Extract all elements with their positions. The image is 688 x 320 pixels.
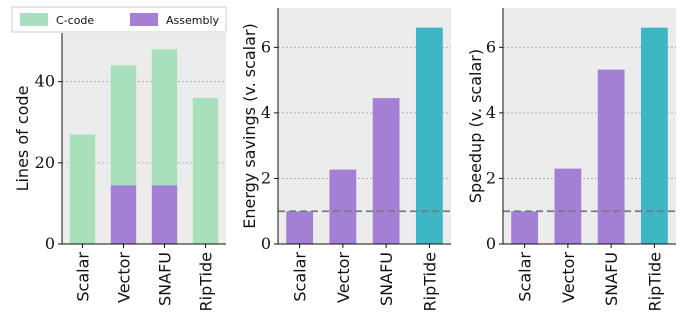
bar-riptide (640, 27, 668, 244)
legend-swatch-assembly (130, 13, 158, 26)
bar-snafu (597, 69, 625, 244)
y-tick-label: 4 (261, 103, 271, 122)
bar-c-code-snafu (151, 49, 178, 186)
y-axis-title: Energy savings (v. scalar) (240, 23, 259, 229)
x-tick-label-riptide: RipTide (645, 252, 664, 311)
bar-riptide (415, 27, 443, 244)
y-tick-label: 0 (45, 234, 55, 253)
bar-c-code-scalar (69, 134, 96, 244)
x-tick-label-vector: Vector (334, 252, 353, 303)
bar-scalar (511, 211, 539, 244)
y-tick-label: 6 (486, 37, 496, 56)
bar-vector (554, 168, 582, 244)
speedup-chart-panel: 0 2 4 6 Scalar Vector SNAFU RipTide Speedup (v. … (466, 8, 676, 311)
legend: C-code Assembly (11, 6, 227, 33)
x-tick-label-scalar: Scalar (291, 252, 310, 302)
legend-swatch-c-code (20, 13, 48, 26)
bar-vector (329, 169, 357, 244)
x-tick-label-vector: Vector (115, 252, 134, 303)
energy-chart-panel: 0 2 4 6 Scalar Vector SNAFU RipTide Energy savin… (240, 8, 451, 311)
y-tick-label: 2 (486, 168, 496, 187)
bar-c-code-vector (110, 65, 137, 186)
y-tick-label: 4 (486, 103, 496, 122)
y-axis-title: Lines of code (13, 86, 32, 192)
y-tick-label: 0 (486, 234, 496, 253)
x-tick-label-snafu: SNAFU (377, 252, 396, 306)
legend-label-assembly: Assembly (166, 14, 220, 27)
x-tick-label-snafu: SNAFU (602, 252, 621, 306)
bar-scalar (286, 211, 314, 244)
x-tick-label-scalar: Scalar (74, 252, 93, 302)
x-tick-label-snafu: SNAFU (156, 252, 175, 306)
y-tick-label: 0 (261, 234, 271, 253)
x-tick-label-riptide: RipTide (197, 252, 216, 311)
x-tick-label-scalar: Scalar (516, 252, 535, 302)
y-tick-label: 20 (35, 153, 55, 172)
bar-assembly-vector (110, 185, 137, 244)
y-axis-title: Speedup (v. scalar) (466, 49, 485, 203)
legend-label-c-code: C-code (56, 14, 94, 27)
x-tick-label-vector: Vector (559, 252, 578, 303)
bar-assembly-snafu (151, 185, 178, 244)
loc-chart-panel: 0 20 40 Scalar Vector SNAFU RipTide Lines of co… (13, 33, 226, 311)
x-tick-label-riptide: RipTide (420, 252, 439, 311)
y-tick-label: 6 (261, 37, 271, 56)
y-tick-label: 40 (35, 72, 55, 91)
y-tick-label: 2 (261, 168, 271, 187)
bar-c-code-riptide (192, 97, 219, 244)
bar-snafu (372, 98, 400, 244)
